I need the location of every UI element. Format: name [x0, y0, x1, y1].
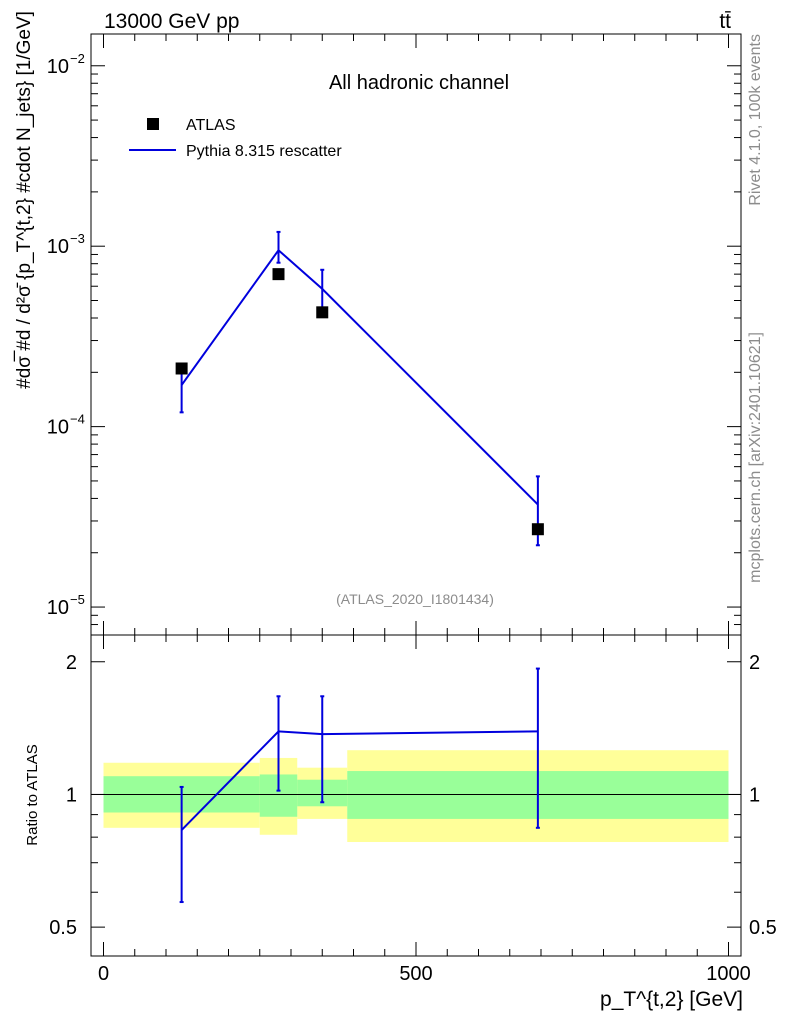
x-tick-label: 500: [399, 963, 432, 985]
atlas-data-point: [531, 523, 544, 536]
main-y-tick-exponent: −3: [70, 231, 85, 246]
main-y-tick-label: 10: [47, 597, 69, 619]
atlas-data-point: [272, 268, 285, 281]
legend-pythia-label: Pythia 8.315 rescatter: [186, 143, 342, 160]
ratio-y-tick-label-right: 1: [749, 784, 760, 806]
main-y-axis-label: #dσ̅ #d / d²σ̄ {p_T^{t,2} #cdot N_jets} …: [14, 11, 35, 389]
main-y-tick-label: 10: [47, 236, 69, 258]
main-y-tick-exponent: −2: [70, 51, 85, 66]
legend: ATLAS Pythia 8.315 rescatter: [129, 117, 342, 160]
ratio-pythia-line: [180, 730, 538, 831]
ratio-y-tick-label-left: 0.5: [49, 917, 77, 939]
main-y-tick-exponent: −5: [70, 592, 85, 607]
x-tick-label: 1000: [706, 963, 751, 985]
ratio-uncertainty-bands: [103, 750, 729, 843]
ratio-y-tick-label-left: 1: [66, 784, 77, 806]
ratio-data-layer: [179, 667, 540, 904]
main-y-tick-label: 10: [47, 56, 69, 78]
atlas-data-point: [316, 306, 329, 319]
atlas-data-point: [175, 362, 188, 375]
main-axis-ticks: [91, 34, 741, 636]
source-label: mcplots.cern.ch [arXiv:2401.10621]: [747, 332, 764, 583]
ratio-tick-labels: 0.5 0.5 1 1 2 2 0 500 1000: [49, 652, 777, 985]
main-y-tick-exponent: −4: [70, 412, 85, 427]
legend-atlas-marker: [147, 118, 159, 130]
ratio-y-axis-label: Ratio to ATLAS: [24, 744, 41, 845]
ratio-y-tick-label-right: 2: [749, 652, 760, 674]
legend-atlas-label: ATLAS: [186, 117, 236, 134]
ratio-y-tick-label-left: 2: [66, 652, 77, 674]
main-y-tick-labels: 10−210−310−410−5: [47, 51, 85, 619]
ratio-y-tick-label-right: 0.5: [749, 917, 777, 939]
main-data-layer: [175, 230, 544, 547]
x-axis-label: p_T^{t,2} [GeV]: [600, 988, 743, 1011]
ratio-axis-ticks: [91, 635, 741, 956]
analysis-id-label: (ATLAS_2020_I1801434): [336, 591, 494, 607]
process-label: tt̄: [719, 10, 731, 33]
rivet-version-label: Rivet 4.1.0, 100k events: [747, 34, 764, 206]
x-tick-label: 0: [98, 963, 109, 985]
main-y-tick-label: 10: [47, 417, 69, 439]
main-title: All hadronic channel: [329, 72, 509, 94]
energy-label: 13000 GeV pp: [104, 10, 239, 33]
pythia-line: [180, 248, 539, 506]
